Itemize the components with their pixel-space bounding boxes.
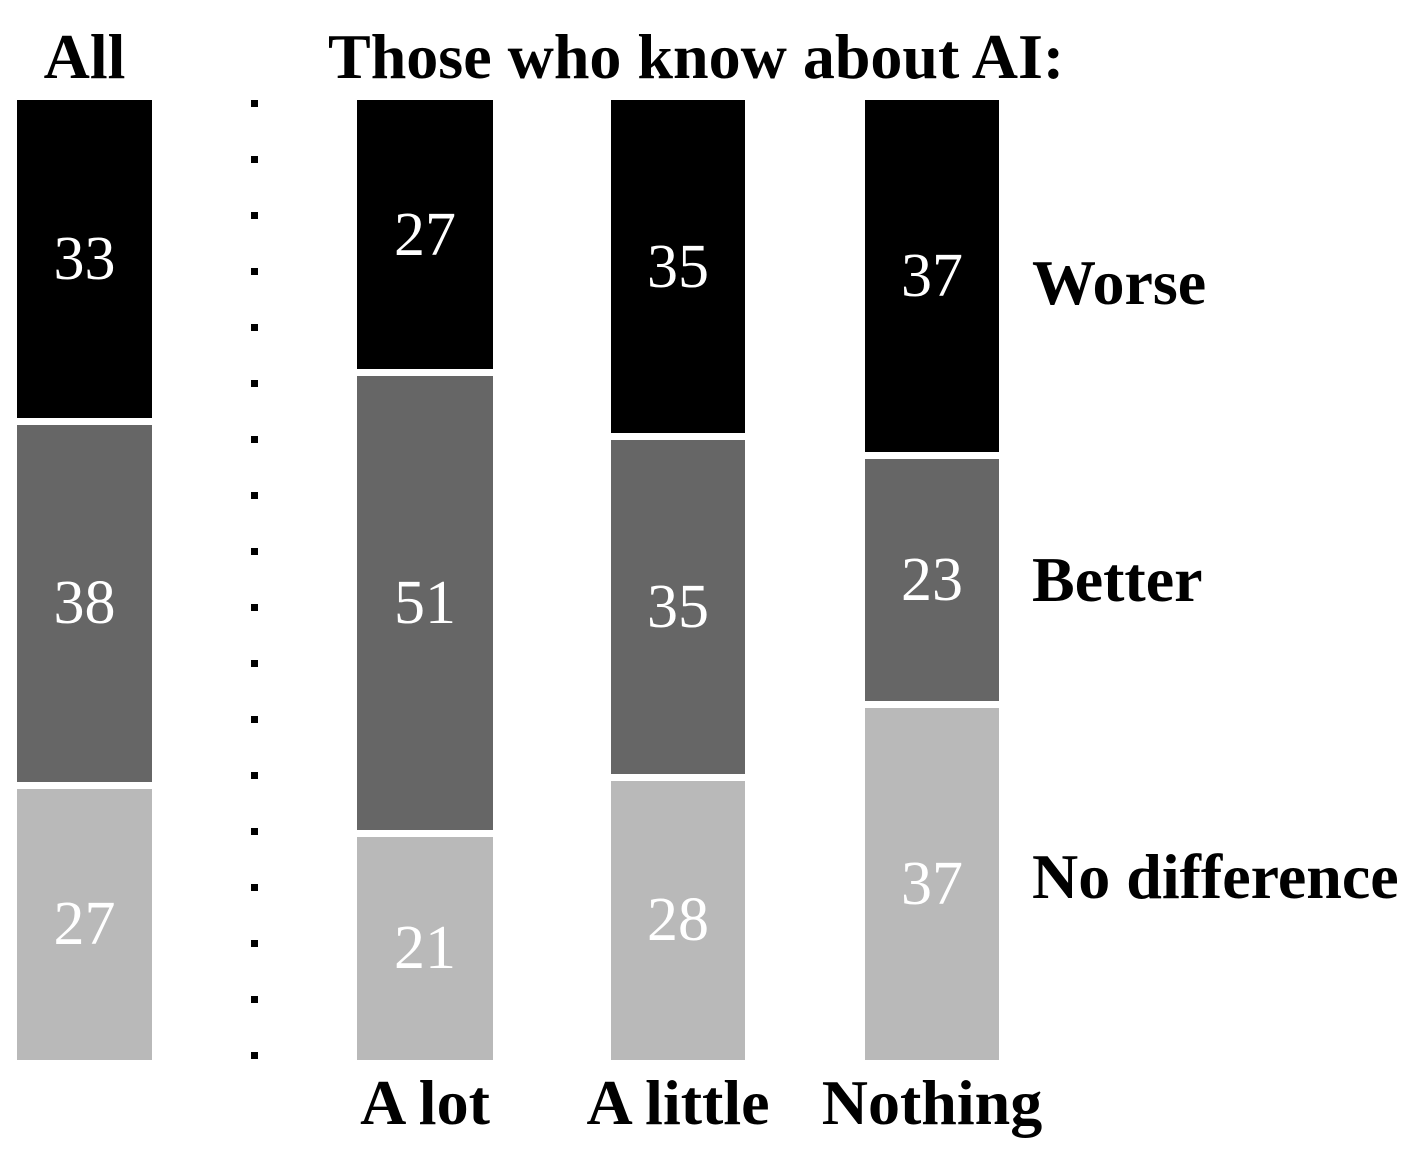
segment-a-little-no-difference: 28 [611, 773, 745, 1060]
segment-value-a-little-better: 35 [647, 573, 709, 642]
segment-a-lot-better: 51 [357, 369, 493, 830]
segment-value-nothing-better: 23 [901, 545, 963, 614]
segment-value-a-little-no-difference: 28 [647, 886, 709, 955]
segment-value-all-better: 38 [53, 569, 116, 638]
chart-title: Those who know about AI: [328, 21, 1065, 92]
segment-value-a-lot-no-difference: 21 [394, 914, 456, 983]
segment-nothing-worse: 37 [865, 100, 999, 452]
segment-value-nothing-worse: 37 [901, 241, 963, 310]
segment-value-a-little-worse: 35 [647, 232, 709, 301]
segment-all-no-difference: 27 [17, 781, 152, 1060]
segment-all-worse: 33 [17, 100, 152, 418]
bar-column-a-lot: 27 51 21 [357, 100, 493, 1060]
segment-nothing-better: 23 [865, 451, 999, 702]
segment-a-little-better: 35 [611, 433, 745, 774]
divider-dotted-line [251, 100, 258, 1060]
all-column-header: All [43, 21, 126, 92]
category-label-a-little: A little [586, 1067, 770, 1138]
segment-value-nothing-no-difference: 37 [901, 850, 963, 919]
legend-label-no-difference: No difference [1032, 840, 1399, 912]
bar-column-nothing: 37 23 37 [865, 100, 999, 1060]
bar-column-a-little: 35 35 28 [611, 100, 745, 1060]
bar-column-all: 33 38 27 [17, 100, 152, 1060]
segment-a-lot-no-difference: 21 [357, 829, 493, 1060]
segment-nothing-no-difference: 37 [865, 701, 999, 1060]
segment-a-little-worse: 35 [611, 100, 745, 434]
legend-label-better: Better [1032, 543, 1203, 615]
category-label-a-lot: A lot [360, 1067, 490, 1138]
segment-value-all-worse: 33 [53, 224, 116, 293]
segment-a-lot-worse: 27 [357, 100, 493, 370]
segment-value-all-no-difference: 27 [53, 890, 116, 959]
segment-value-a-lot-worse: 27 [394, 200, 456, 269]
segment-value-a-lot-better: 51 [394, 569, 456, 638]
legend-label-worse: Worse [1032, 246, 1207, 318]
category-label-nothing: Nothing [821, 1067, 1043, 1138]
segment-all-better: 38 [17, 417, 152, 782]
